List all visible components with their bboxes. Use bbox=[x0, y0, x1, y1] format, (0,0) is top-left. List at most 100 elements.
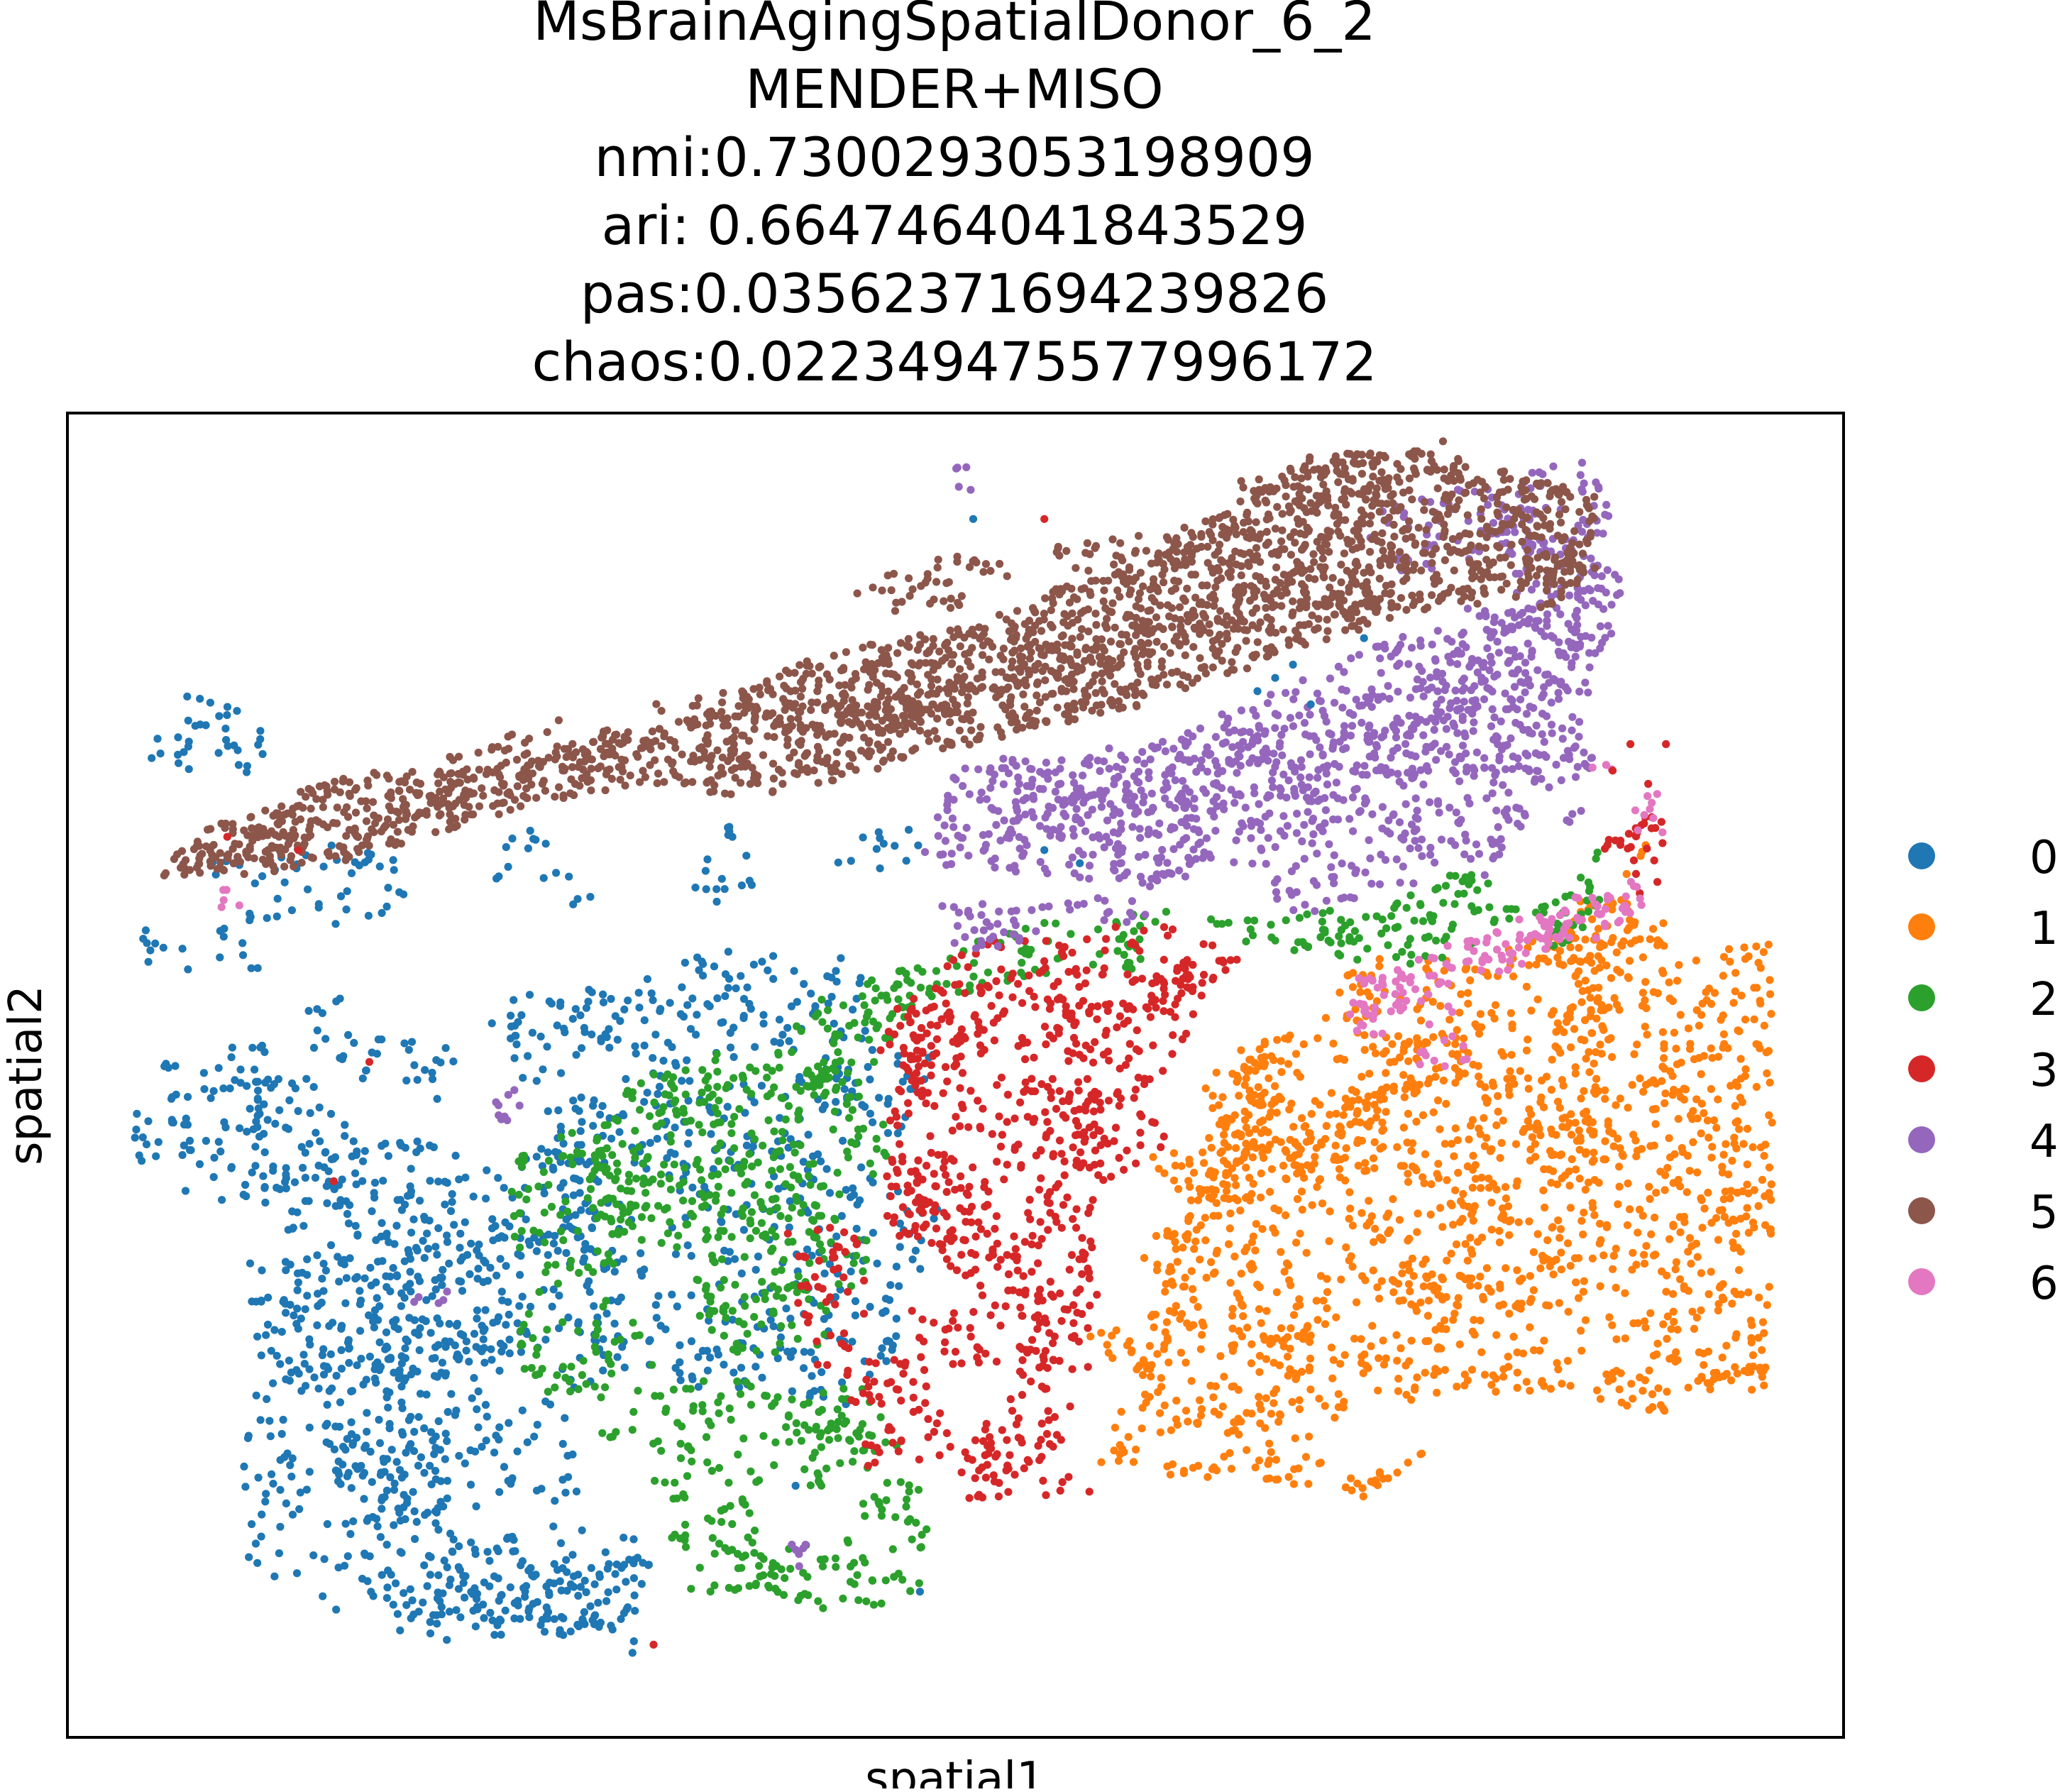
point-cluster-3 bbox=[1130, 1094, 1138, 1102]
point-cluster-1 bbox=[1189, 1295, 1198, 1304]
point-cluster-0 bbox=[513, 1447, 522, 1456]
point-cluster-2 bbox=[812, 1422, 820, 1431]
point-cluster-0 bbox=[252, 1391, 260, 1400]
point-cluster-0 bbox=[169, 1118, 177, 1127]
point-cluster-0 bbox=[305, 1423, 314, 1432]
point-cluster-0 bbox=[647, 989, 656, 998]
point-cluster-1 bbox=[1704, 1290, 1713, 1299]
point-cluster-2 bbox=[827, 1419, 835, 1428]
point-cluster-2 bbox=[730, 1113, 739, 1121]
point-cluster-1 bbox=[1365, 1122, 1373, 1131]
point-cluster-0 bbox=[713, 994, 722, 1003]
point-cluster-1 bbox=[1508, 1024, 1516, 1033]
point-cluster-0 bbox=[565, 1222, 573, 1231]
point-cluster-0 bbox=[838, 1378, 847, 1387]
point-cluster-0 bbox=[375, 1338, 384, 1346]
point-cluster-0 bbox=[825, 1260, 834, 1268]
point-cluster-0 bbox=[390, 1240, 399, 1248]
point-cluster-1 bbox=[1692, 1006, 1701, 1014]
point-cluster-0 bbox=[510, 1536, 518, 1544]
point-cluster-1 bbox=[1557, 1265, 1565, 1274]
point-cluster-2 bbox=[818, 1562, 827, 1571]
point-cluster-2 bbox=[720, 1204, 728, 1214]
point-cluster-0 bbox=[686, 1025, 695, 1033]
point-cluster-0 bbox=[286, 1260, 294, 1269]
point-cluster-1 bbox=[1643, 1030, 1651, 1039]
point-cluster-0 bbox=[805, 1392, 814, 1401]
point-cluster-0 bbox=[566, 1627, 575, 1636]
point-cluster-0 bbox=[424, 1244, 433, 1253]
point-cluster-1 bbox=[1451, 1186, 1460, 1194]
point-cluster-1 bbox=[1660, 1054, 1668, 1062]
point-cluster-1 bbox=[1641, 978, 1650, 986]
point-cluster-1 bbox=[1477, 1173, 1486, 1182]
point-cluster-1 bbox=[1407, 1395, 1416, 1404]
point-cluster-0 bbox=[358, 1177, 367, 1185]
point-cluster-1 bbox=[1492, 1121, 1501, 1130]
point-cluster-2 bbox=[1250, 916, 1259, 925]
point-cluster-0 bbox=[302, 1485, 311, 1494]
point-cluster-0 bbox=[248, 1297, 256, 1306]
point-cluster-1 bbox=[1370, 1164, 1379, 1172]
point-cluster-0 bbox=[216, 953, 224, 962]
point-cluster-0 bbox=[810, 1387, 819, 1395]
point-cluster-3 bbox=[969, 1163, 977, 1172]
point-cluster-1 bbox=[1255, 1305, 1264, 1314]
point-cluster-2 bbox=[805, 1295, 813, 1304]
point-cluster-0 bbox=[440, 1556, 448, 1565]
point-cluster-1 bbox=[1746, 1316, 1755, 1325]
point-cluster-1 bbox=[1724, 1170, 1733, 1179]
point-cluster-1 bbox=[1360, 1045, 1369, 1054]
point-cluster-1 bbox=[1299, 1040, 1308, 1048]
point-cluster-0 bbox=[878, 1344, 886, 1353]
point-cluster-1 bbox=[1424, 1297, 1433, 1305]
point-cluster-2 bbox=[1441, 881, 1450, 890]
point-cluster-3 bbox=[995, 1112, 1003, 1121]
point-cluster-1 bbox=[1636, 1373, 1644, 1382]
point-cluster-1 bbox=[1265, 1439, 1274, 1448]
point-cluster-0 bbox=[707, 1130, 715, 1138]
point-cluster-2 bbox=[844, 1538, 852, 1547]
point-cluster-0 bbox=[247, 964, 255, 972]
point-cluster-0 bbox=[423, 1508, 432, 1517]
point-cluster-1 bbox=[1470, 1316, 1478, 1324]
point-cluster-2 bbox=[819, 1604, 827, 1612]
point-cluster-0 bbox=[624, 1603, 632, 1612]
point-cluster-1 bbox=[1743, 1180, 1751, 1189]
point-cluster-0 bbox=[896, 1219, 904, 1228]
point-cluster-0 bbox=[834, 858, 842, 867]
point-cluster-2 bbox=[777, 1565, 786, 1573]
point-cluster-1 bbox=[1575, 1294, 1583, 1302]
point-cluster-0 bbox=[242, 1192, 250, 1201]
point-cluster-0 bbox=[392, 1271, 401, 1280]
point-cluster-1 bbox=[1704, 1188, 1712, 1197]
point-cluster-0 bbox=[461, 1218, 469, 1226]
point-cluster-1 bbox=[1602, 1223, 1611, 1231]
point-cluster-0 bbox=[285, 1356, 293, 1365]
point-cluster-2 bbox=[1465, 880, 1473, 889]
point-cluster-0 bbox=[556, 1122, 565, 1131]
point-cluster-1 bbox=[1400, 1093, 1409, 1101]
point-cluster-0 bbox=[341, 1446, 350, 1454]
point-cluster-2 bbox=[810, 1091, 818, 1099]
point-cluster-1 bbox=[1660, 1044, 1668, 1052]
point-cluster-2 bbox=[657, 1446, 666, 1455]
point-cluster-1 bbox=[1192, 1226, 1201, 1234]
point-cluster-0 bbox=[331, 1202, 340, 1210]
point-cluster-0 bbox=[785, 1223, 793, 1232]
point-cluster-1 bbox=[1505, 1231, 1514, 1239]
point-cluster-1 bbox=[1429, 1108, 1438, 1116]
point-cluster-0 bbox=[532, 1486, 541, 1495]
point-cluster-0 bbox=[313, 1026, 321, 1035]
point-cluster-0 bbox=[282, 1266, 290, 1275]
point-cluster-0 bbox=[443, 1231, 451, 1240]
point-cluster-0 bbox=[551, 1231, 559, 1240]
point-cluster-0 bbox=[431, 1466, 440, 1475]
point-cluster-2 bbox=[778, 1136, 787, 1145]
point-cluster-1 bbox=[1407, 1146, 1416, 1155]
point-cluster-0 bbox=[338, 1461, 347, 1469]
point-cluster-1 bbox=[1450, 1152, 1458, 1160]
point-cluster-1 bbox=[1104, 1348, 1113, 1357]
point-cluster-1 bbox=[1693, 1168, 1702, 1177]
point-cluster-1 bbox=[1651, 1214, 1659, 1222]
